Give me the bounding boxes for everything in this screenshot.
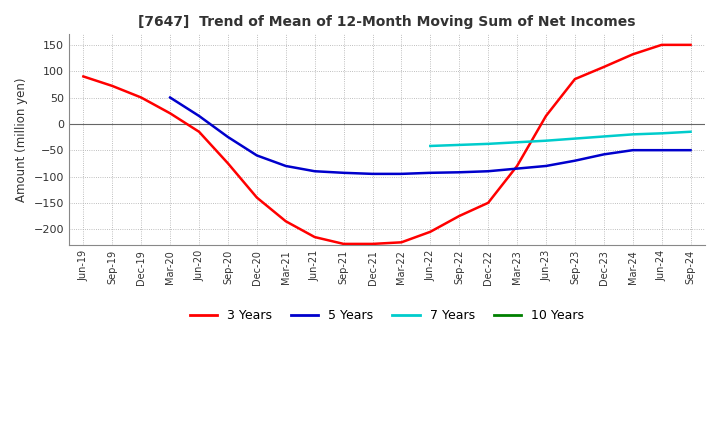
7 Years — [686, 129, 695, 134]
5 Years — [513, 166, 521, 171]
3 Years — [426, 229, 435, 235]
7 Years — [513, 139, 521, 145]
5 Years — [600, 152, 608, 157]
Line: 5 Years: 5 Years — [170, 98, 690, 174]
7 Years — [629, 132, 637, 137]
7 Years — [426, 143, 435, 149]
5 Years — [397, 171, 406, 176]
3 Years — [166, 111, 174, 116]
3 Years — [339, 241, 348, 246]
Line: 7 Years: 7 Years — [431, 132, 690, 146]
Line: 3 Years: 3 Years — [84, 45, 690, 244]
3 Years — [194, 129, 203, 134]
5 Years — [426, 170, 435, 176]
3 Years — [79, 74, 88, 79]
5 Years — [368, 171, 377, 176]
5 Years — [224, 134, 233, 139]
Legend: 3 Years, 5 Years, 7 Years, 10 Years: 3 Years, 5 Years, 7 Years, 10 Years — [185, 304, 589, 327]
Y-axis label: Amount (million yen): Amount (million yen) — [15, 77, 28, 202]
5 Years — [541, 163, 550, 169]
3 Years — [657, 42, 666, 48]
3 Years — [310, 235, 319, 240]
5 Years — [629, 147, 637, 153]
5 Years — [484, 169, 492, 174]
5 Years — [339, 170, 348, 176]
3 Years — [397, 240, 406, 245]
5 Years — [455, 170, 464, 175]
3 Years — [484, 200, 492, 205]
5 Years — [194, 114, 203, 119]
3 Years — [629, 52, 637, 57]
3 Years — [368, 241, 377, 246]
5 Years — [310, 169, 319, 174]
3 Years — [570, 77, 579, 82]
3 Years — [686, 42, 695, 48]
3 Years — [513, 163, 521, 169]
7 Years — [600, 134, 608, 139]
7 Years — [570, 136, 579, 141]
7 Years — [455, 142, 464, 147]
5 Years — [166, 95, 174, 100]
3 Years — [541, 114, 550, 119]
5 Years — [282, 163, 290, 169]
5 Years — [570, 158, 579, 163]
7 Years — [484, 141, 492, 147]
3 Years — [224, 161, 233, 166]
5 Years — [253, 153, 261, 158]
3 Years — [108, 83, 117, 88]
3 Years — [137, 95, 145, 100]
Title: [7647]  Trend of Mean of 12-Month Moving Sum of Net Incomes: [7647] Trend of Mean of 12-Month Moving … — [138, 15, 636, 29]
3 Years — [455, 213, 464, 219]
7 Years — [541, 138, 550, 143]
3 Years — [282, 219, 290, 224]
3 Years — [253, 195, 261, 200]
7 Years — [657, 131, 666, 136]
5 Years — [657, 147, 666, 153]
3 Years — [600, 64, 608, 70]
5 Years — [686, 147, 695, 153]
